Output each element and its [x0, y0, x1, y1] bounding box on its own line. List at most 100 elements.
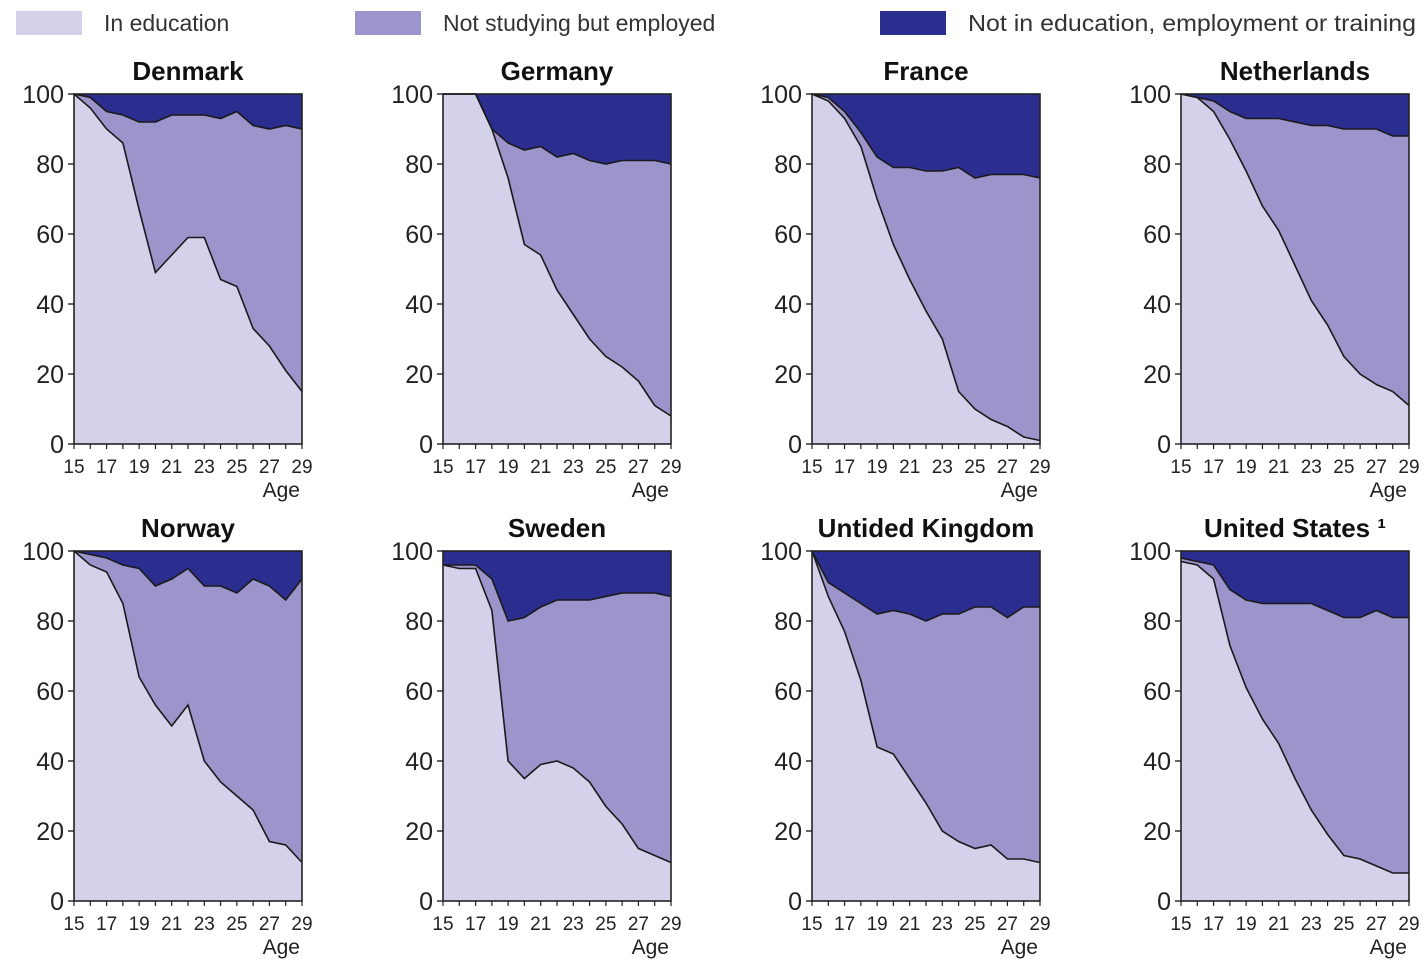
area-in-education-france	[812, 94, 1040, 444]
x-tick-label-23-untided-kingdom: 23	[932, 914, 953, 935]
boundary-line-not-studying-but-employed-sweden	[443, 564, 672, 622]
legend-item-in-education: In education	[16, 10, 229, 36]
area-not-in-education-employment-or-training-norway	[74, 551, 302, 600]
x-tick-label-21-united-states: 21	[1268, 914, 1289, 935]
x-tick-label-19-norway: 19	[129, 914, 150, 935]
area-not-in-education-employment-or-training-germany	[443, 94, 671, 164]
y-tick-label-20-united-states: 20	[1143, 818, 1171, 846]
y-tick-label-40-norway: 40	[36, 748, 64, 776]
x-tick-label-17-germany: 17	[465, 457, 486, 478]
area-in-education-denmark	[74, 94, 302, 444]
x-tick-label-23-germany: 23	[563, 457, 584, 478]
area-not-in-education-employment-or-training-netherlands	[1181, 94, 1409, 136]
area-not-studying-but-employed-denmark	[74, 94, 302, 392]
x-tick-label-19-untided-kingdom: 19	[867, 914, 888, 935]
legend-label-neet: Not in education, employment or training	[968, 10, 1416, 36]
x-tick-label-21-germany: 21	[530, 457, 551, 478]
x-tick-label-25-netherlands: 25	[1333, 457, 1354, 478]
boundary-line-in-education-netherlands	[1180, 93, 1410, 407]
y-tick-label-20-sweden: 20	[405, 818, 433, 846]
area-not-studying-but-employed-sweden	[443, 565, 671, 863]
chart-title-norway: Norway	[141, 513, 235, 543]
y-tick-label-40-united-states: 40	[1143, 748, 1171, 776]
x-axis-label-germany: Age	[632, 479, 669, 502]
x-tick-label-19-netherlands: 19	[1236, 457, 1257, 478]
x-tick-label-17-united-states: 17	[1203, 914, 1224, 935]
x-tick-label-23-denmark: 23	[194, 457, 215, 478]
x-axis-label-norway: Age	[263, 936, 300, 959]
chart-title-netherlands: Netherlands	[1220, 56, 1370, 86]
x-tick-label-19-denmark: 19	[129, 457, 150, 478]
x-tick-label-25-untided-kingdom: 25	[964, 914, 985, 935]
x-tick-label-21-sweden: 21	[530, 914, 551, 935]
y-tick-label-20-norway: 20	[36, 818, 64, 846]
legend-item-employed: Not studying but employed	[355, 10, 715, 36]
area-not-studying-but-employed-germany	[443, 94, 671, 416]
y-tick-label-100-denmark: 100	[22, 81, 64, 109]
y-tick-label-60-untided-kingdom: 60	[774, 678, 802, 706]
x-tick-label-17-norway: 17	[96, 914, 117, 935]
boundary-line-not-studying-but-employed-france	[811, 93, 1041, 179]
x-tick-label-15-netherlands: 15	[1170, 457, 1191, 478]
y-tick-label-40-sweden: 40	[405, 748, 433, 776]
boundary-line-not-studying-but-employed-denmark	[73, 93, 303, 130]
y-tick-label-100-france: 100	[760, 81, 802, 109]
x-tick-label-21-netherlands: 21	[1268, 457, 1289, 478]
legend-item-neet: Not in education, employment or training	[880, 10, 1416, 36]
y-tick-label-60-united-states: 60	[1143, 678, 1171, 706]
area-in-education-untided-kingdom	[812, 551, 1040, 901]
x-tick-label-25-france: 25	[964, 457, 985, 478]
x-tick-label-17-denmark: 17	[96, 457, 117, 478]
x-tick-label-27-denmark: 27	[259, 457, 280, 478]
boundary-line-not-studying-but-employed-norway	[73, 550, 303, 602]
y-tick-label-80-netherlands: 80	[1143, 151, 1171, 179]
x-tick-label-29-netherlands: 29	[1398, 457, 1419, 478]
boundary-line-in-education-united-states	[1180, 560, 1409, 874]
y-tick-label-0-france: 0	[788, 431, 802, 459]
x-tick-label-27-united-states: 27	[1366, 914, 1387, 935]
boundary-line-in-education-denmark	[73, 93, 303, 392]
x-axis-label-untided-kingdom: Age	[1001, 936, 1038, 959]
y-tick-label-100-netherlands: 100	[1129, 81, 1171, 109]
y-tick-label-40-untided-kingdom: 40	[774, 748, 802, 776]
x-tick-label-25-germany: 25	[595, 457, 616, 478]
y-tick-label-0-sweden: 0	[419, 888, 433, 916]
y-tick-label-80-norway: 80	[36, 608, 64, 636]
y-tick-label-100-united-states: 100	[1129, 538, 1171, 566]
boundary-line-not-studying-but-employed-netherlands	[1180, 93, 1409, 137]
boundary-line-in-education-sweden	[442, 564, 672, 864]
y-tick-label-60-netherlands: 60	[1143, 221, 1171, 249]
x-tick-label-25-norway: 25	[226, 914, 247, 935]
chart-title-untided-kingdom: Untided Kingdom	[818, 513, 1035, 543]
boundary-line-in-education-france	[811, 93, 1041, 442]
legend-swatch-employed	[355, 11, 421, 35]
y-tick-label-100-germany: 100	[391, 81, 433, 109]
boundary-line-not-studying-but-employed-united-states	[1180, 557, 1409, 619]
x-tick-label-17-sweden: 17	[465, 914, 486, 935]
x-axis-label-united-states: Age	[1370, 936, 1407, 959]
y-tick-label-40-netherlands: 40	[1143, 291, 1171, 319]
boundary-line-in-education-norway	[73, 550, 303, 864]
y-tick-label-60-germany: 60	[405, 221, 433, 249]
chart-title-germany: Germany	[501, 56, 614, 86]
area-in-education-netherlands	[1181, 94, 1409, 444]
x-tick-label-29-germany: 29	[660, 457, 681, 478]
legend-label-in-education: In education	[104, 10, 229, 36]
x-tick-label-19-germany: 19	[498, 457, 519, 478]
x-tick-label-15-untided-kingdom: 15	[801, 914, 822, 935]
area-not-in-education-employment-or-training-sweden	[443, 551, 671, 621]
y-tick-label-100-sweden: 100	[391, 538, 433, 566]
x-tick-label-23-netherlands: 23	[1301, 457, 1322, 478]
x-tick-label-27-untided-kingdom: 27	[997, 914, 1018, 935]
area-not-in-education-employment-or-training-untided-kingdom	[812, 551, 1040, 621]
x-tick-label-19-united-states: 19	[1236, 914, 1257, 935]
x-tick-label-27-netherlands: 27	[1366, 457, 1387, 478]
area-not-studying-but-employed-united-states	[1181, 558, 1409, 873]
legend: In education Not studying but employed N…	[16, 10, 1416, 36]
